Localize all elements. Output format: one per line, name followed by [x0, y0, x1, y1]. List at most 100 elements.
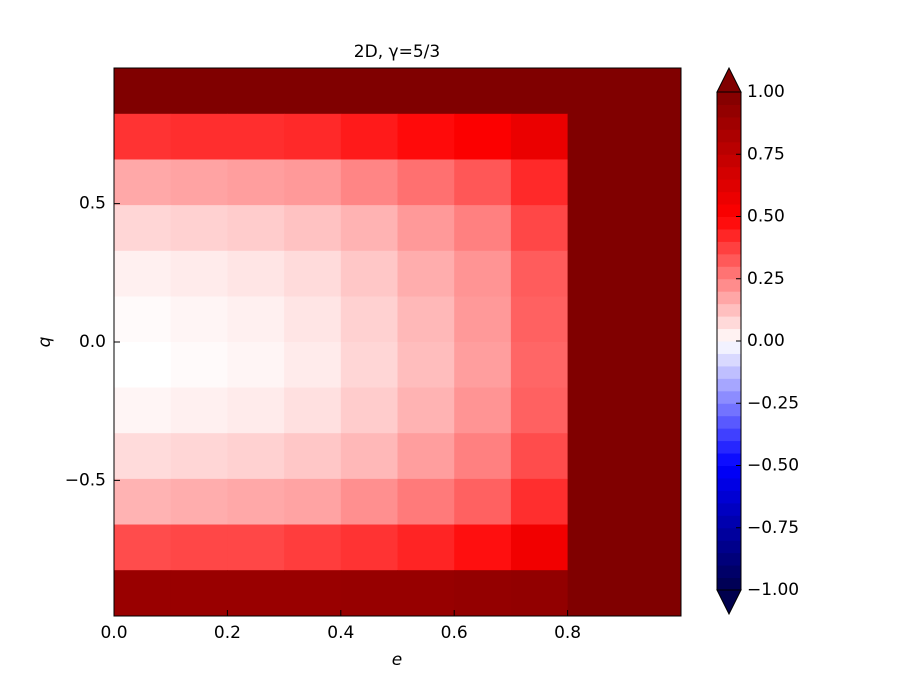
colorbar-segment: [717, 328, 741, 342]
contour-cell: [454, 387, 512, 434]
x-tick-label: 0.6: [441, 623, 468, 643]
contour-cell: [340, 342, 398, 389]
contour-cell: [170, 68, 228, 115]
contour-cell: [340, 159, 398, 206]
contour-cell: [170, 433, 228, 480]
colorbar-tick-label: 0.75: [747, 144, 785, 164]
colorbar-segment: [717, 341, 741, 354]
colorbar-extend-bottom: [716, 589, 742, 616]
contour-cell: [170, 570, 228, 616]
contour-cell: [454, 478, 512, 526]
contour-cell: [284, 342, 342, 389]
contour-cell: [227, 570, 285, 616]
contour-cell: [340, 296, 398, 343]
contour-cell: [454, 159, 512, 206]
colorbar-segment: [717, 154, 741, 168]
colorbar-extend-top: [716, 66, 742, 93]
contour-cell: [510, 113, 569, 160]
contour-cell: [397, 296, 455, 343]
y-tick-label: 0.5: [79, 194, 106, 214]
contour-cell: [114, 570, 172, 616]
colorbar-segment: [717, 527, 741, 541]
contour-cell: [567, 570, 625, 616]
contour-cell: [624, 342, 681, 389]
contour-cell: [340, 113, 398, 160]
colorbar-segment: [717, 540, 741, 554]
contour-cell: [340, 387, 398, 434]
contour-cell: [114, 159, 172, 206]
colorbar-segment: [717, 378, 741, 392]
contour-cell: [397, 433, 455, 480]
contour-cell: [567, 387, 625, 434]
contour-cell: [227, 296, 285, 343]
contour-cell: [227, 68, 285, 115]
y-axis-label: q: [35, 336, 55, 347]
contour-cell: [114, 205, 172, 252]
contour-cell: [227, 159, 285, 206]
contour-cell: [624, 524, 681, 571]
contour-cell: [284, 387, 342, 434]
contour-cell: [567, 342, 625, 389]
contour-cell: [397, 342, 455, 389]
chart-title: 2D, γ=5/3: [354, 42, 440, 62]
x-tick-label: 0.4: [327, 623, 354, 643]
x-axis-label: e: [392, 650, 402, 670]
contour-cell: [454, 205, 512, 252]
contour-cell: [624, 478, 681, 526]
contour-cell: [454, 113, 512, 160]
contour-cell: [510, 342, 569, 389]
colorbar-segment: [717, 104, 741, 118]
contour-cell: [284, 478, 342, 526]
contour-cell: [284, 205, 342, 252]
contour-cell: [114, 387, 172, 434]
contour-cell: [510, 159, 569, 206]
contour-cell: [624, 159, 681, 206]
contour-cell: [170, 159, 228, 206]
contour-cell: [284, 68, 342, 115]
contour-cell: [340, 68, 398, 115]
contour-cell: [624, 113, 681, 160]
colorbar-segment: [717, 291, 741, 305]
contour-cell: [170, 205, 228, 252]
x-tick-label: 0.0: [100, 623, 127, 643]
colorbar-segment: [717, 565, 741, 579]
colorbar-segment: [717, 116, 741, 130]
colorbar-segment: [717, 216, 741, 230]
colorbar-segment: [717, 92, 741, 105]
contour-cell: [114, 296, 172, 343]
colorbar-segment: [717, 365, 741, 379]
colorbar-segment: [717, 515, 741, 529]
contour-cell: [114, 478, 172, 526]
contour-cell: [227, 387, 285, 434]
contour-cell: [114, 113, 172, 160]
contour-cell: [454, 433, 512, 480]
contour-cell: [227, 524, 285, 571]
y-tick-label: 0.0: [79, 332, 106, 352]
x-tick-label: 0.8: [554, 623, 581, 643]
colorbar-tick-label: 0.00: [747, 331, 785, 351]
contour-cell: [397, 68, 455, 115]
contour-cell: [114, 433, 172, 480]
colorbar-segment: [717, 428, 741, 442]
contour-cell: [340, 570, 398, 616]
contour-cell: [397, 159, 455, 206]
colorbar-segment: [717, 228, 741, 242]
contour-cell: [567, 205, 625, 252]
contour-cell: [397, 387, 455, 434]
plot-area: [114, 68, 681, 616]
contour-cell: [227, 478, 285, 526]
colorbar-segment: [717, 490, 741, 504]
contour-cell: [114, 342, 172, 389]
contour-cell: [454, 570, 512, 616]
contour-cell: [284, 159, 342, 206]
contour-cell: [170, 342, 228, 389]
colorbar-tick-label: −0.50: [747, 456, 799, 476]
contour-cell: [284, 524, 342, 571]
contour-cell: [170, 250, 228, 297]
contour-cell: [227, 205, 285, 252]
contour-cell: [510, 478, 569, 526]
colorbar-segment: [717, 241, 741, 255]
contour-cell: [567, 296, 625, 343]
colorbar-segment: [717, 266, 741, 280]
colorbar-segment: [717, 303, 741, 317]
